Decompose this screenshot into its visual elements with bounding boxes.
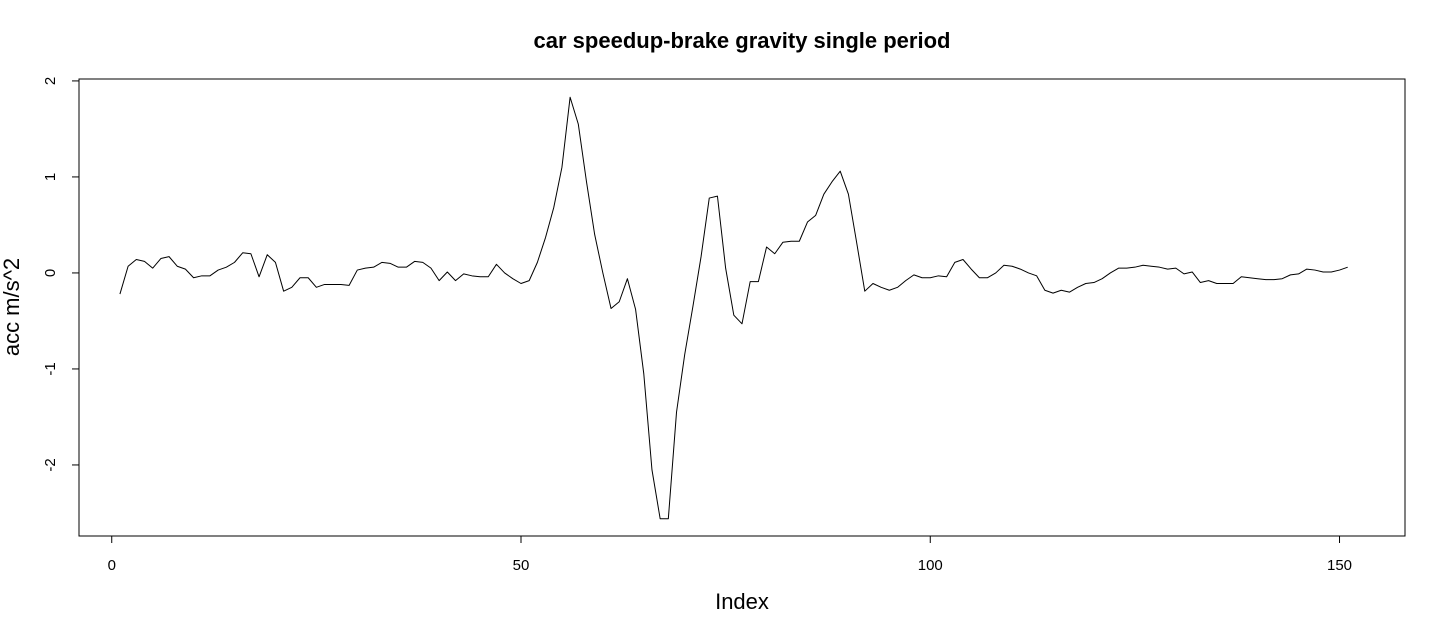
y-tick-label: 2 xyxy=(42,77,59,85)
y-tick-label: 0 xyxy=(42,269,59,277)
y-tick-label: -2 xyxy=(42,458,59,471)
x-tick-label: 150 xyxy=(1327,557,1352,574)
x-tick-label: 100 xyxy=(918,557,943,574)
x-tick-label: 50 xyxy=(513,557,530,574)
series-group xyxy=(119,96,1348,520)
x-axis-label: Index xyxy=(715,589,769,614)
y-tick-label: -1 xyxy=(42,362,59,375)
y-axis-label: acc m/s^2 xyxy=(0,258,24,356)
y-tick-label: 1 xyxy=(42,173,59,181)
chart-title: car speedup-brake gravity single period xyxy=(534,28,951,53)
x-tick-label: 0 xyxy=(108,557,116,574)
x-axis: 0 50 100 150 xyxy=(108,535,1352,574)
series-line xyxy=(119,96,1348,520)
plot-frame xyxy=(78,78,1406,537)
y-axis: -2 -1 0 1 2 xyxy=(42,77,80,472)
